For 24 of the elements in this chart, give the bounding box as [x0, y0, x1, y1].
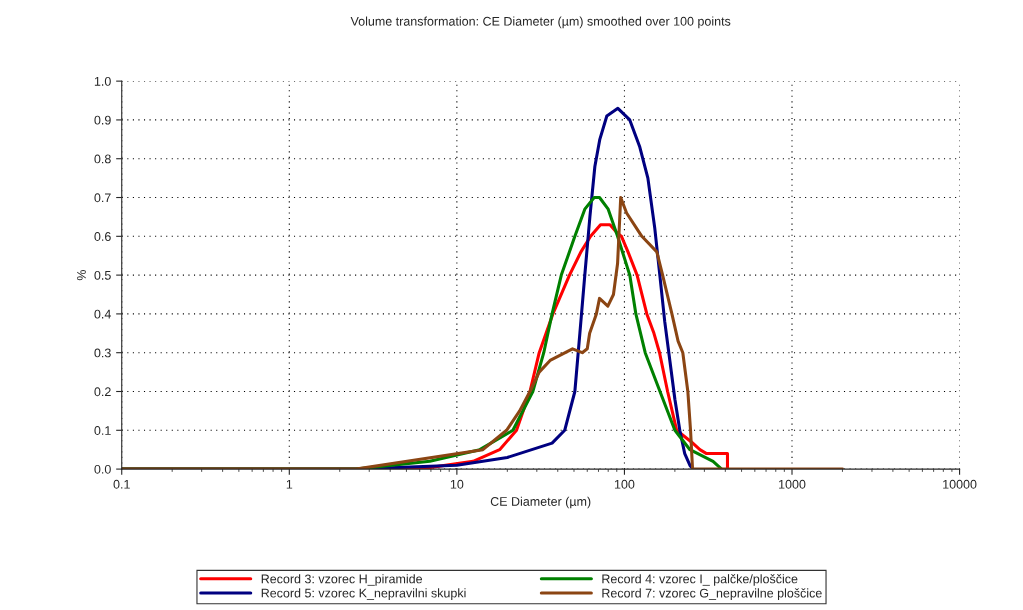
- y-tick-label: 0.5: [94, 270, 111, 280]
- y-tick-label: 0.8: [94, 154, 111, 164]
- x-axis-title: CE Diameter (µm): [490, 496, 591, 509]
- legend-label: Record 5: vzorec K_nepravilni skupki: [261, 588, 466, 600]
- y-axis-title: %: [77, 270, 86, 281]
- y-tick-label: 0.6: [94, 232, 111, 241]
- chart-title: Volume transformation: CE Diameter (µm) smoothed over 100 points: [350, 16, 731, 29]
- x-tick-label: 0.1: [113, 479, 130, 489]
- x-tick-label: 10: [450, 479, 464, 489]
- y-tick-label: 0.9: [94, 115, 111, 125]
- legend-label: Record 4: vzorec I_ palčke/ploščice: [602, 574, 798, 586]
- y-tick-label: 0.1: [94, 426, 111, 435]
- y-tick-label: 0.2: [94, 387, 111, 397]
- x-tick-label: 100: [614, 479, 635, 489]
- x-tick-label: 1: [286, 479, 293, 489]
- y-tick-label: 0.0: [94, 464, 111, 474]
- x-tick-label: 10000: [943, 479, 977, 489]
- y-tick-label: 0.3: [94, 348, 111, 358]
- legend-label: Record 7: vzorec G_nepravilne ploščice: [602, 588, 822, 600]
- y-tick-label: 1.0: [94, 76, 111, 86]
- legend-label: Record 3: vzorec H_piramide: [261, 574, 423, 586]
- x-tick-label: 1000: [779, 479, 806, 489]
- y-tick-label: 0.7: [94, 193, 111, 203]
- y-tick-label: 0.4: [94, 309, 111, 319]
